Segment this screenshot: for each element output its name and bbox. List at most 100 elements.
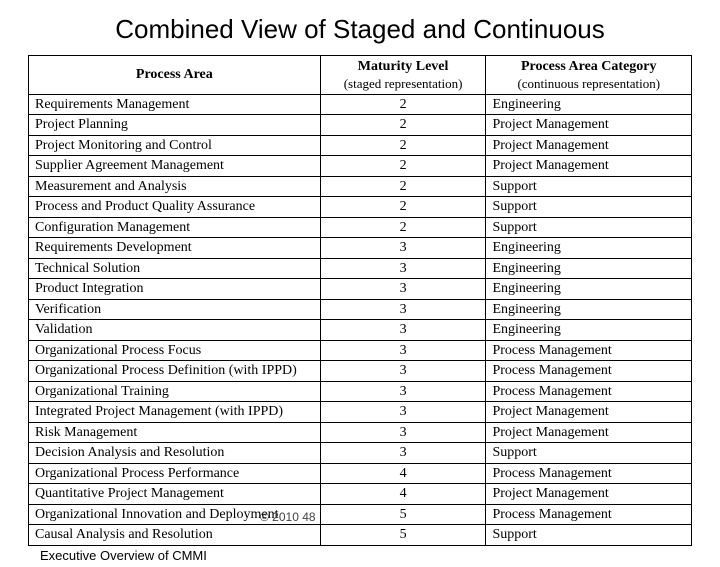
table-row: Requirements Management2Engineering xyxy=(29,94,692,115)
cell-process-area: Requirements Development xyxy=(29,238,321,259)
cell-category: Process Management xyxy=(486,361,692,382)
cell-category: Engineering xyxy=(486,238,692,259)
cell-maturity-level: 5 xyxy=(320,504,486,525)
table-row: Validation3Engineering xyxy=(29,320,692,341)
cell-process-area: Organizational Process Definition (with … xyxy=(29,361,321,382)
watermark-text: © 2010 48 xyxy=(260,510,316,524)
table-row: Quantitative Project Management4Project … xyxy=(29,484,692,505)
table-row: Project Planning2Project Management xyxy=(29,115,692,136)
cell-process-area: Organizational Process Focus xyxy=(29,340,321,361)
cell-category: Engineering xyxy=(486,258,692,279)
cell-maturity-level: 3 xyxy=(320,279,486,300)
cell-maturity-level: 3 xyxy=(320,258,486,279)
cell-maturity-level: 4 xyxy=(320,463,486,484)
table-row: Project Monitoring and Control2Project M… xyxy=(29,135,692,156)
col-header-process-area: Process Area xyxy=(29,56,321,95)
cell-process-area: Supplier Agreement Management xyxy=(29,156,321,177)
table-row: Organizational Process Definition (with … xyxy=(29,361,692,382)
cmmi-table: Process Area Maturity Level (staged repr… xyxy=(28,55,692,546)
table-row: Configuration Management2Support xyxy=(29,217,692,238)
cell-maturity-level: 3 xyxy=(320,381,486,402)
col-header-sub: (staged representation) xyxy=(325,76,482,92)
cell-maturity-level: 2 xyxy=(320,197,486,218)
cell-maturity-level: 2 xyxy=(320,115,486,136)
cell-category: Project Management xyxy=(486,115,692,136)
cell-process-area: Verification xyxy=(29,299,321,320)
cell-process-area: Risk Management xyxy=(29,422,321,443)
table-row: Requirements Development3Engineering xyxy=(29,238,692,259)
cell-category: Engineering xyxy=(486,299,692,320)
cell-category: Engineering xyxy=(486,320,692,341)
table-row: Decision Analysis and Resolution3Support xyxy=(29,443,692,464)
cell-process-area: Technical Solution xyxy=(29,258,321,279)
cell-category: Support xyxy=(486,525,692,546)
table-row: Supplier Agreement Management2Project Ma… xyxy=(29,156,692,177)
cell-process-area: Integrated Project Management (with IPPD… xyxy=(29,402,321,423)
cell-category: Project Management xyxy=(486,484,692,505)
footer-text: Executive Overview of CMMI xyxy=(28,548,692,563)
col-header-maturity-level: Maturity Level (staged representation) xyxy=(320,56,486,95)
cell-maturity-level: 3 xyxy=(320,340,486,361)
table-row: Product Integration3Engineering xyxy=(29,279,692,300)
table-row: Organizational Process Focus3Process Man… xyxy=(29,340,692,361)
cell-maturity-level: 3 xyxy=(320,443,486,464)
cell-maturity-level: 5 xyxy=(320,525,486,546)
cell-category: Support xyxy=(486,176,692,197)
table-row: Integrated Project Management (with IPPD… xyxy=(29,402,692,423)
cell-maturity-level: 3 xyxy=(320,422,486,443)
cell-category: Project Management xyxy=(486,135,692,156)
cell-maturity-level: 2 xyxy=(320,156,486,177)
cell-category: Support xyxy=(486,217,692,238)
cell-process-area: Measurement and Analysis xyxy=(29,176,321,197)
cell-maturity-level: 3 xyxy=(320,320,486,341)
cell-process-area: Project Monitoring and Control xyxy=(29,135,321,156)
table-row: Organizational Innovation and Deployment… xyxy=(29,504,692,525)
cell-maturity-level: 2 xyxy=(320,217,486,238)
cell-maturity-level: 3 xyxy=(320,361,486,382)
cell-category: Project Management xyxy=(486,402,692,423)
cell-process-area: Organizational Process Performance xyxy=(29,463,321,484)
table-row: Measurement and Analysis2Support xyxy=(29,176,692,197)
col-header-text: Process Area xyxy=(136,67,213,82)
cell-category: Process Management xyxy=(486,340,692,361)
cell-maturity-level: 3 xyxy=(320,299,486,320)
table-row: Process and Product Quality Assurance2Su… xyxy=(29,197,692,218)
col-header-sub: (continuous representation) xyxy=(490,76,687,92)
cell-process-area: Product Integration xyxy=(29,279,321,300)
cell-category: Process Management xyxy=(486,381,692,402)
cell-process-area: Quantitative Project Management xyxy=(29,484,321,505)
col-header-text: Maturity Level xyxy=(358,59,449,74)
cell-process-area: Requirements Management xyxy=(29,94,321,115)
cell-process-area: Causal Analysis and Resolution xyxy=(29,525,321,546)
cell-process-area: Decision Analysis and Resolution xyxy=(29,443,321,464)
col-header-category: Process Area Category (continuous repres… xyxy=(486,56,692,95)
cell-maturity-level: 2 xyxy=(320,176,486,197)
cell-category: Process Management xyxy=(486,463,692,484)
cell-maturity-level: 4 xyxy=(320,484,486,505)
cell-category: Engineering xyxy=(486,94,692,115)
cell-maturity-level: 2 xyxy=(320,135,486,156)
cell-process-area: Validation xyxy=(29,320,321,341)
cell-category: Process Management xyxy=(486,504,692,525)
table-row: Organizational Training3Process Manageme… xyxy=(29,381,692,402)
table-row: Risk Management3Project Management xyxy=(29,422,692,443)
cell-process-area: Organizational Training xyxy=(29,381,321,402)
col-header-text: Process Area Category xyxy=(521,59,657,74)
cell-maturity-level: 3 xyxy=(320,402,486,423)
table-header-row: Process Area Maturity Level (staged repr… xyxy=(29,56,692,95)
cell-maturity-level: 2 xyxy=(320,94,486,115)
cell-category: Support xyxy=(486,443,692,464)
table-row: Verification3Engineering xyxy=(29,299,692,320)
slide-title: Combined View of Staged and Continuous xyxy=(28,14,692,45)
cell-category: Support xyxy=(486,197,692,218)
cell-maturity-level: 3 xyxy=(320,238,486,259)
cell-process-area: Project Planning xyxy=(29,115,321,136)
cell-category: Project Management xyxy=(486,422,692,443)
table-row: Organizational Process Performance4Proce… xyxy=(29,463,692,484)
cell-process-area: Configuration Management xyxy=(29,217,321,238)
table-row: Technical Solution3Engineering xyxy=(29,258,692,279)
cell-process-area: Process and Product Quality Assurance xyxy=(29,197,321,218)
table-row: Causal Analysis and Resolution5Support xyxy=(29,525,692,546)
cell-category: Project Management xyxy=(486,156,692,177)
cell-category: Engineering xyxy=(486,279,692,300)
